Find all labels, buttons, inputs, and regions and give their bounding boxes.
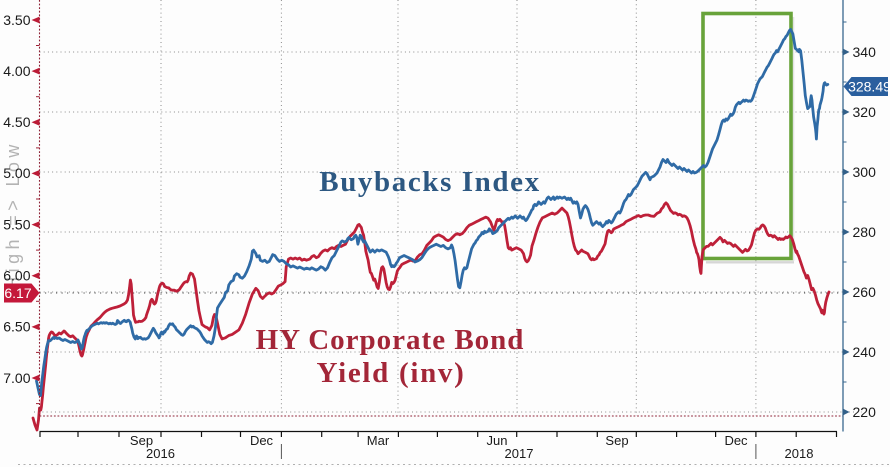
- svg-text:Dec: Dec: [250, 433, 274, 448]
- svg-text:Buybacks Index: Buybacks Index: [319, 166, 540, 198]
- svg-text:328.49: 328.49: [848, 78, 890, 94]
- svg-text:2018: 2018: [785, 446, 814, 461]
- svg-text:HY Corporate Bond: HY Corporate Bond: [256, 324, 525, 356]
- svg-text:300: 300: [853, 164, 877, 180]
- svg-text:320: 320: [853, 104, 877, 120]
- svg-text:340: 340: [853, 44, 877, 60]
- svg-text:260: 260: [853, 284, 877, 300]
- svg-text:High => Low: High => Low: [3, 140, 23, 289]
- svg-text:280: 280: [853, 224, 877, 240]
- svg-text:220: 220: [853, 404, 877, 420]
- svg-text:Yield (inv): Yield (inv): [317, 357, 466, 389]
- svg-text:2017: 2017: [505, 446, 534, 461]
- svg-text:Mar: Mar: [367, 433, 390, 448]
- svg-text:Sep: Sep: [130, 433, 153, 448]
- svg-text:6.00: 6.00: [3, 268, 30, 284]
- svg-text:Sep: Sep: [605, 433, 628, 448]
- svg-text:4.00: 4.00: [3, 63, 30, 79]
- svg-text:Jun: Jun: [487, 433, 508, 448]
- svg-text:5.00: 5.00: [3, 165, 30, 181]
- svg-text:2016: 2016: [146, 446, 175, 461]
- svg-text:6.17: 6.17: [4, 285, 31, 301]
- svg-text:5.50: 5.50: [3, 216, 30, 232]
- svg-text:4.50: 4.50: [3, 114, 30, 130]
- svg-text:240: 240: [853, 344, 877, 360]
- svg-text:Dec: Dec: [724, 433, 748, 448]
- svg-text:7.00: 7.00: [3, 370, 30, 386]
- svg-text:6.50: 6.50: [3, 319, 30, 335]
- svg-text:3.50: 3.50: [3, 12, 30, 28]
